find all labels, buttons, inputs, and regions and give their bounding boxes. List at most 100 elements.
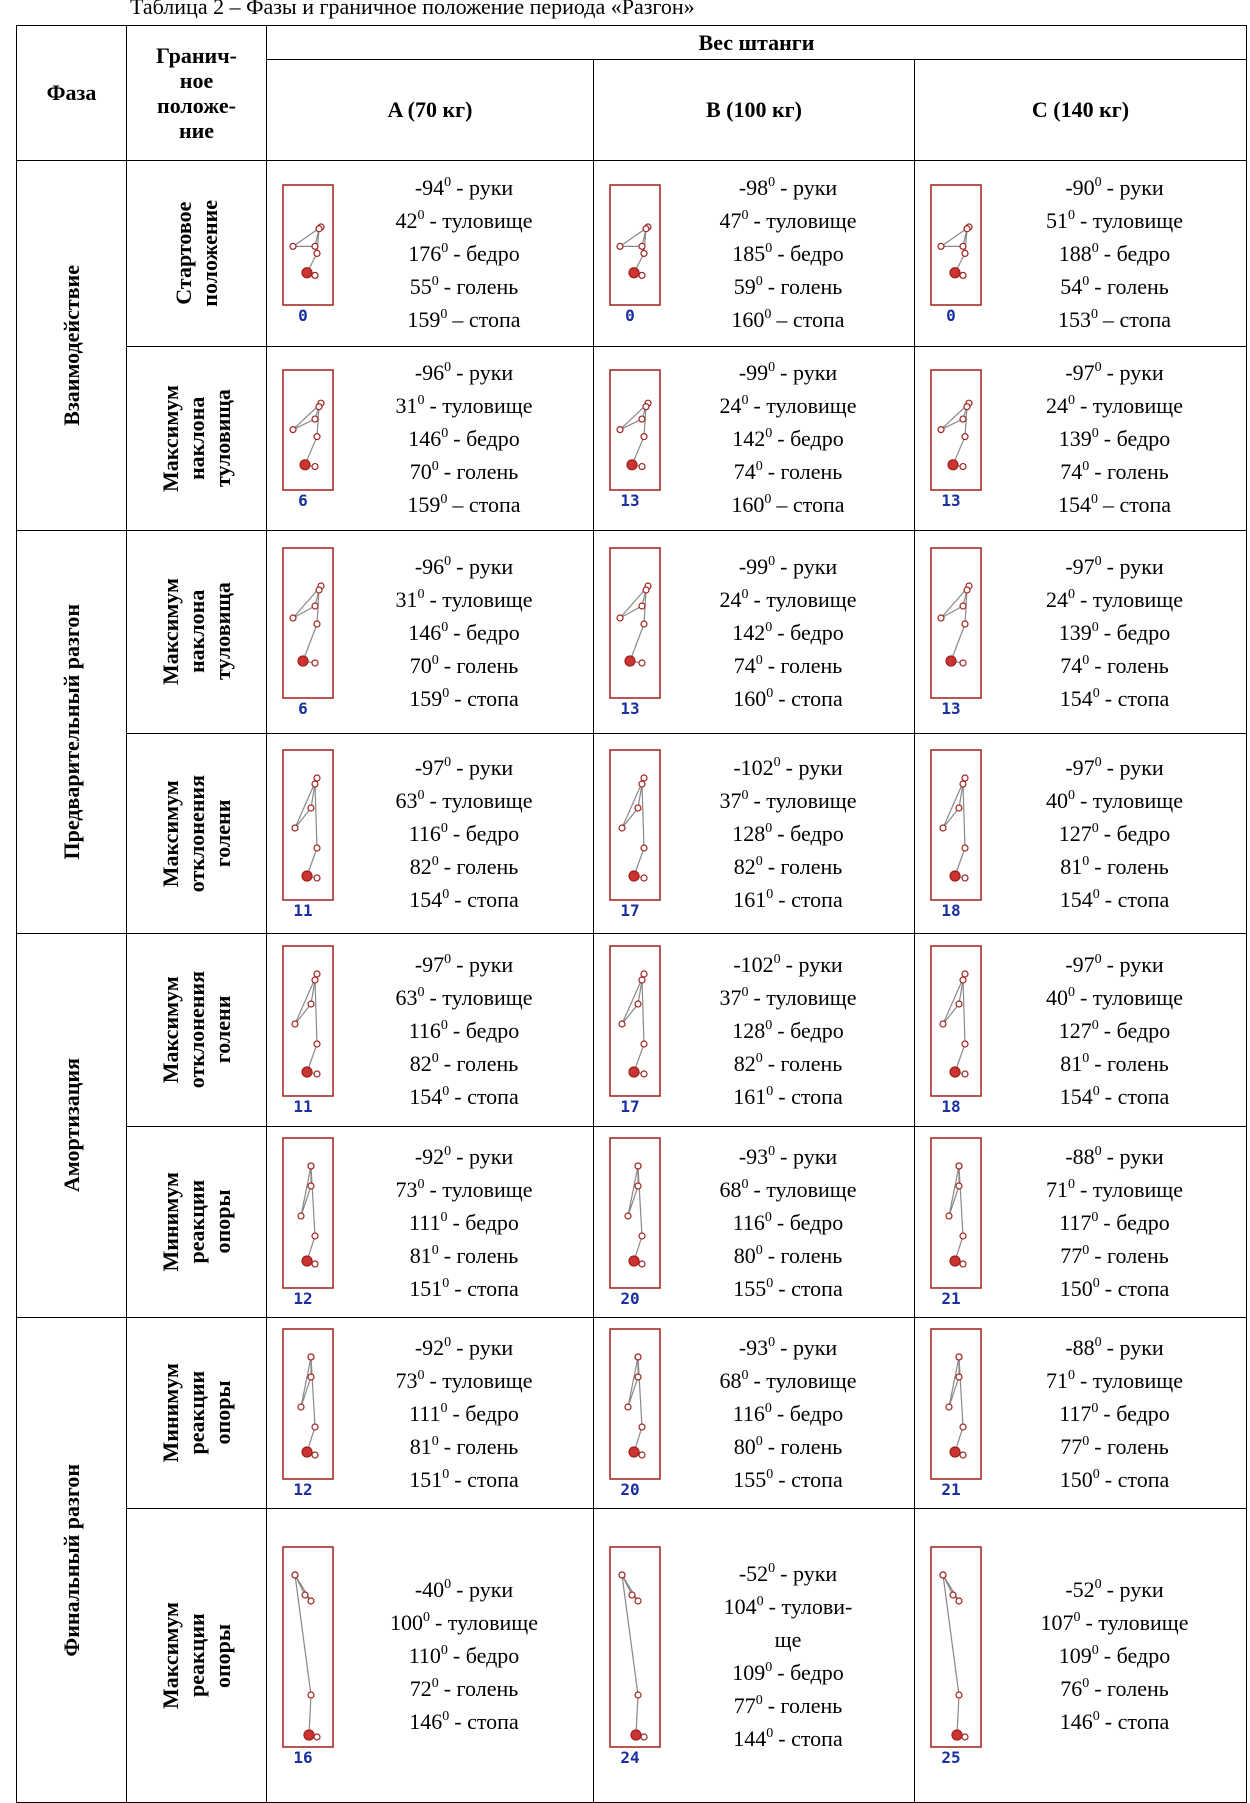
phase-label: Предварительный разгон (59, 604, 85, 860)
angle-value: 24 (1046, 587, 1068, 612)
segment-name: - руки (1107, 175, 1164, 200)
segment-name: - бедро (1104, 241, 1170, 266)
degree-mark: 0 (444, 1577, 451, 1592)
angle-line: -960- руки (335, 550, 593, 583)
angle-value: 139 (1059, 426, 1092, 451)
segment-name: - стопа (1105, 887, 1169, 912)
figure-joint (308, 1183, 314, 1189)
angle-value: 81 (1060, 1051, 1082, 1076)
phase-cell: Взаимодействие (17, 161, 127, 531)
segment-name: - бедро (777, 426, 843, 451)
degree-mark: 0 (774, 755, 781, 770)
figure-joint (950, 871, 960, 881)
angle-line: 760- голень (983, 1672, 1246, 1705)
degree-mark: 0 (440, 1401, 447, 1416)
pose-figure: 24 (608, 1545, 662, 1767)
angle-cell: 6-960- руки310- туловище1460- бедро700- … (267, 347, 594, 531)
degree-mark: 0 (741, 587, 748, 602)
figure-joint (643, 587, 649, 593)
degree-mark: 0 (444, 755, 451, 770)
degree-mark: 0 (1093, 1276, 1100, 1291)
figure-joint (635, 1598, 641, 1604)
pose-figure: 6 (281, 368, 335, 510)
figure-joint (312, 272, 318, 278)
angle-line: 710- туловище (983, 1173, 1246, 1206)
angle-value: 70 (410, 459, 432, 484)
figure-joint (948, 459, 958, 469)
degree-mark: 0 (1068, 788, 1075, 803)
figure-joint (962, 875, 968, 881)
boundary-line: Максимум (158, 971, 184, 1088)
degree-mark: 0 (1092, 426, 1099, 441)
figure-joint (625, 1213, 631, 1219)
pose-figure: 11 (281, 944, 335, 1116)
angle-value: 70 (410, 653, 432, 678)
angle-value: 42 (395, 208, 417, 233)
column-header: A (70 кг) (267, 60, 594, 161)
segment-name: - стопа (454, 1709, 518, 1734)
figure-joint (962, 621, 968, 627)
segment-name: - руки (456, 1144, 513, 1169)
figure-joint (304, 1730, 314, 1740)
segment-name: - туловище (429, 393, 532, 418)
angle-value: -97 (1065, 755, 1094, 780)
segment-name: - туловище (1080, 788, 1183, 813)
figure-joint (639, 416, 645, 422)
degree-mark: 0 (741, 1177, 748, 1192)
degree-mark: 0 (764, 307, 771, 322)
degree-mark: 0 (1093, 1709, 1100, 1724)
figure-joint (956, 1001, 962, 1007)
angle-cell: 20-930- руки680- туловище1160- бедро800-… (594, 1127, 915, 1318)
figure-joint (292, 825, 298, 831)
header-line: Гранич- (127, 43, 266, 68)
figure-joint (298, 656, 308, 666)
angle-line: 800- голень (662, 1239, 914, 1272)
segment-name: - туловище (1080, 985, 1183, 1010)
degree-mark: 0 (432, 653, 439, 668)
angle-value: -52 (1065, 1577, 1094, 1602)
angle-value: 82 (410, 854, 432, 879)
segment-name: - туловище (753, 208, 856, 233)
angle-value: 154 (1060, 686, 1093, 711)
segment-name: - стопа (454, 1467, 518, 1492)
figure-joint (641, 775, 647, 781)
figure-joint (625, 656, 635, 666)
boundary-label: Максимумреакцииопоры (158, 1602, 236, 1709)
figure-joint (960, 1452, 966, 1458)
figure-joint (290, 615, 296, 621)
angle-cell: 25-520- руки1070- туловище1090- бедро760… (915, 1509, 1247, 1803)
degree-mark: 0 (442, 1467, 449, 1482)
degree-mark: 0 (442, 686, 449, 701)
figure-joint (960, 977, 966, 983)
angle-line: -970- руки (983, 550, 1246, 583)
degree-mark: 0 (1068, 1177, 1075, 1192)
segment-name: - туловище (753, 1368, 856, 1393)
segment-name: - бедро (1103, 1210, 1169, 1235)
angle-line: 1600– стопа (662, 303, 914, 336)
figure-joint (314, 875, 320, 881)
angle-line: -930- руки (662, 1331, 914, 1364)
degree-mark: 0 (765, 620, 772, 635)
figure-joint (643, 403, 649, 409)
figure-joint (960, 243, 966, 249)
angle-list: -930- руки680- туловище1160- бедро800- г… (662, 1140, 914, 1305)
degree-mark: 0 (1091, 307, 1098, 322)
figure-joint (316, 403, 322, 409)
degree-mark: 0 (1068, 393, 1075, 408)
angle-value: 24 (719, 587, 741, 612)
frame-number: 20 (620, 1480, 639, 1499)
degree-mark: 0 (764, 492, 771, 507)
frame-number: 13 (941, 699, 960, 718)
angle-value: 117 (1059, 1210, 1091, 1235)
angle-value: -97 (1065, 360, 1094, 385)
angle-line: 310- туловище (335, 583, 593, 616)
figure-joint (308, 1598, 314, 1604)
angle-line: 1550- стопа (662, 1463, 914, 1496)
angle-line: 400- туловище (983, 981, 1246, 1014)
segment-name: - стопа (1105, 1709, 1169, 1734)
pose-figure: 13 (929, 546, 983, 718)
frame-number: 16 (293, 1748, 312, 1767)
